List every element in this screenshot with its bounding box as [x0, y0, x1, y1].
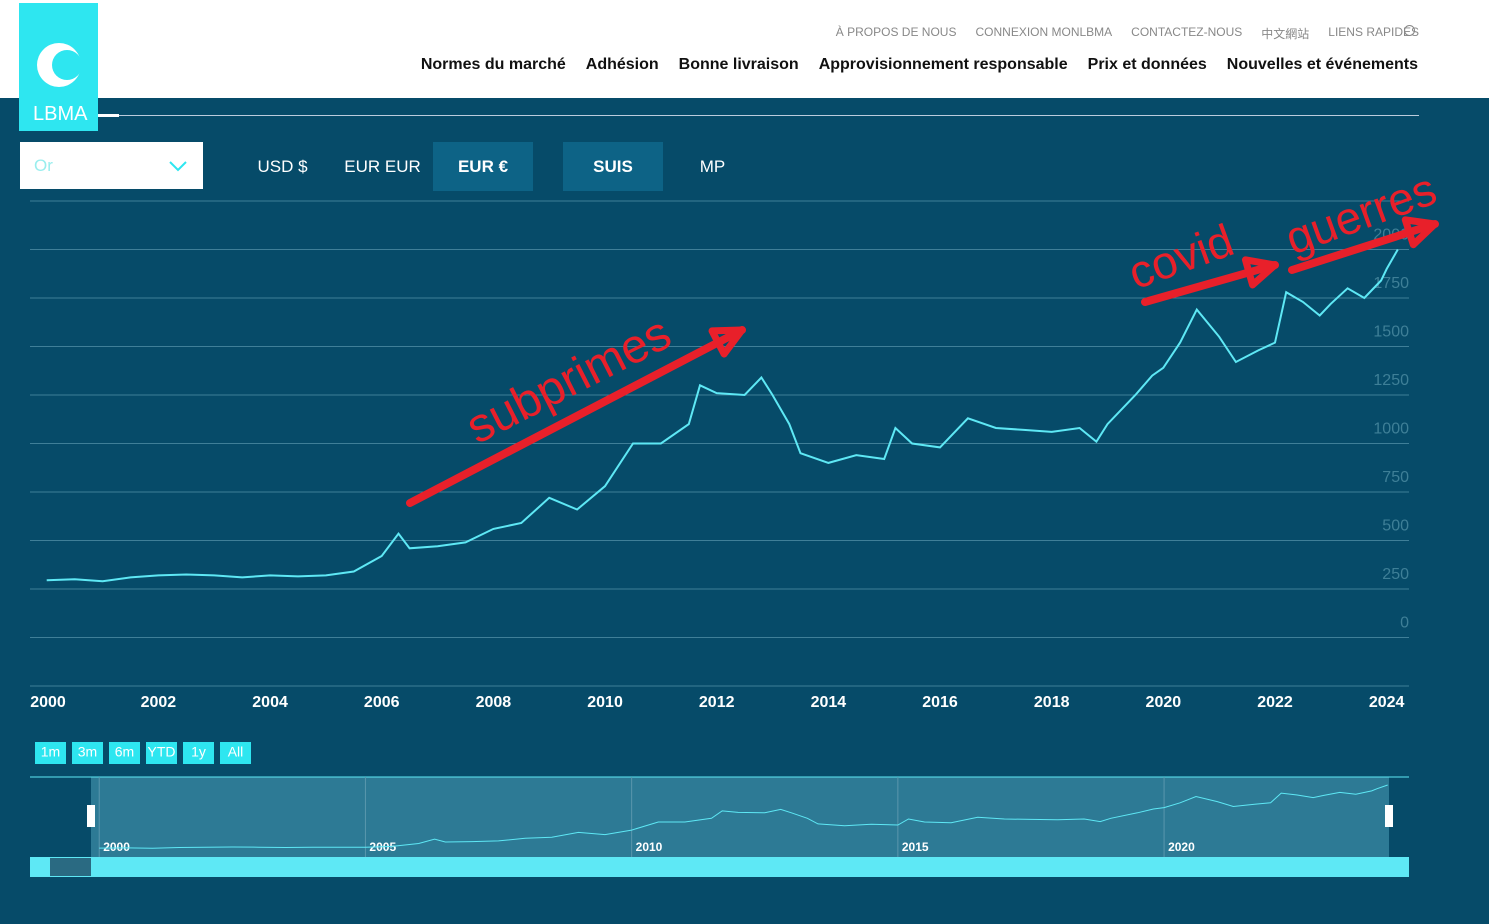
option[interactable]: EUR € — [433, 142, 533, 191]
top-link[interactable]: À PROPOS DE NOUS — [835, 25, 957, 39]
x-tick-label: 2010 — [587, 694, 623, 711]
range-button[interactable] — [183, 742, 214, 764]
y-tick-label: 500 — [1382, 518, 1409, 535]
annotation-arrowhead — [708, 326, 746, 358]
annotation-arrowhead — [1241, 256, 1279, 289]
x-tick-label: 2000 — [30, 694, 66, 711]
top-link[interactable]: 中文網站 — [1261, 27, 1310, 41]
logo[interactable]: LBMA — [19, 3, 98, 131]
price-line — [46, 249, 1399, 583]
scrollbar-track — [50, 858, 91, 876]
option[interactable]: USD $ — [257, 157, 308, 176]
header: À PROPOS DE NOUS CONNEXION MONLBMA CONTA… — [0, 0, 1489, 98]
range-button-label: 1m — [41, 744, 60, 760]
logo-icon — [37, 43, 82, 87]
nav-link[interactable]: Prix et données — [1087, 56, 1207, 73]
chevron — [169, 161, 187, 172]
scrollbar[interactable] — [30, 857, 1409, 877]
range-button-label: All — [228, 744, 244, 760]
range-button[interactable] — [35, 742, 66, 764]
nav-tick-label: 2015 — [902, 840, 929, 854]
nav-tick-label: 2020 — [1168, 840, 1195, 854]
y-tick-label: 250 — [1382, 566, 1409, 583]
range-button-label: YTD — [148, 744, 176, 760]
y-tick-label: 750 — [1382, 469, 1409, 486]
option[interactable]: EUR EUR — [344, 157, 421, 176]
x-tick-label: 2012 — [699, 694, 735, 711]
range-button[interactable] — [146, 742, 177, 764]
top-link[interactable]: CONNEXION MONLBMA — [975, 25, 1113, 39]
nav-link[interactable]: Normes du marché — [420, 56, 566, 73]
annotation-arrow — [1141, 261, 1279, 306]
range-button-label: 6m — [115, 744, 134, 760]
x-tick-label: 2006 — [364, 694, 400, 711]
x-tick-label: 2018 — [1034, 694, 1070, 711]
range-button[interactable] — [109, 742, 140, 764]
x-tick-label: 2004 — [252, 694, 288, 711]
option[interactable]: MP — [699, 157, 726, 176]
range-button-label: 1y — [191, 744, 206, 760]
y-tick-label: 1250 — [1373, 372, 1409, 389]
x-tick-label: 2022 — [1257, 694, 1293, 711]
x-tick-label: 2014 — [811, 694, 847, 711]
x-tick-label: 2008 — [476, 694, 512, 711]
x-tick-label: 2002 — [141, 694, 177, 711]
y-tick-label: 0 — [1400, 615, 1409, 632]
divider — [98, 115, 1419, 116]
annotation: covid — [1121, 214, 1240, 300]
range-button[interactable] — [220, 742, 251, 764]
x-tick-label: 2024 — [1369, 694, 1405, 711]
annotation-arrowhead — [1401, 216, 1439, 249]
nav-selection — [91, 777, 1389, 857]
divider-accent — [98, 114, 119, 117]
annotation-arrow — [406, 326, 746, 507]
nav-tick-label: 2010 — [636, 840, 663, 854]
metal-select[interactable]: Or — [20, 142, 203, 189]
top-links: À PROPOS DE NOUS CONNEXION MONLBMA CONTA… — [836, 25, 1419, 42]
x-tick-label: 2020 — [1146, 694, 1182, 711]
nav-handle[interactable] — [1385, 805, 1393, 827]
top-link[interactable]: LIENS RAPIDES — [1328, 25, 1419, 39]
range-button[interactable] — [72, 742, 103, 764]
x-tick-label: 2016 — [922, 694, 958, 711]
nav-tick-label: 2000 — [103, 840, 130, 854]
metal-value: Or — [34, 156, 53, 175]
main-nav: Normes du marché Adhésion Bonne livraiso… — [421, 56, 1418, 74]
nav-link[interactable]: Adhésion — [585, 56, 659, 73]
logo-text: LBMA — [33, 103, 88, 125]
nav-line — [99, 784, 1388, 849]
nav-link[interactable]: Nouvelles et événements — [1226, 56, 1418, 73]
top-link[interactable]: CONTACTEZ-NOUS — [1131, 25, 1243, 39]
nav-link[interactable]: Bonne livraison — [678, 56, 799, 73]
y-tick-label: 1000 — [1373, 421, 1409, 438]
option[interactable]: SUIS — [563, 142, 663, 191]
search-icon[interactable] — [1404, 25, 1415, 36]
nav-link[interactable]: Approvisionnement responsable — [818, 56, 1068, 73]
range-button-label: 3m — [78, 744, 97, 760]
nav-handle[interactable] — [87, 805, 95, 827]
y-tick-label: 1500 — [1373, 324, 1409, 341]
